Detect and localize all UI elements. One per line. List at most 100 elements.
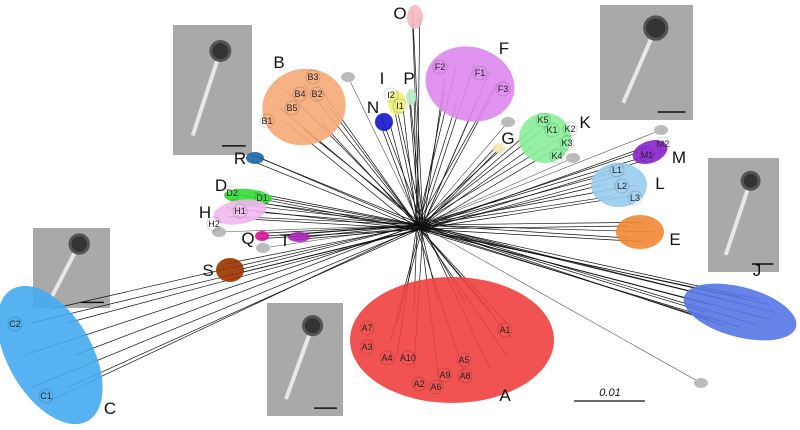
tree-edge	[419, 150, 498, 230]
subgroup-H1-label: H1	[234, 206, 246, 216]
subgroup-circle	[495, 81, 511, 97]
cluster-C-ellipse	[0, 285, 103, 425]
tree-edge	[218, 224, 421, 233]
subgroup-I1-label: I1	[396, 101, 404, 111]
subgroup-F1-label: F1	[475, 68, 486, 78]
subgroup-M2-label: M2	[657, 139, 670, 149]
tree-edge	[244, 204, 421, 226]
cluster-E-label: E	[669, 230, 680, 249]
subgroup-A7-label: A7	[361, 323, 372, 333]
tree-edge	[252, 154, 424, 226]
tree-edge	[422, 228, 710, 320]
tree-edge	[252, 192, 421, 226]
tree-edge	[419, 228, 710, 305]
subgroup-K4-label: K4	[551, 151, 562, 161]
tree-edge	[419, 224, 723, 326]
cluster-O-ellipse	[407, 5, 423, 29]
cluster-O-label: O	[393, 4, 406, 23]
cluster-L-ellipse	[591, 163, 647, 207]
cluster-A-ellipse	[350, 277, 554, 403]
tree-edge	[419, 228, 645, 243]
subgroup-circle	[428, 379, 444, 395]
subgroup-A9-label: A9	[439, 370, 450, 380]
cluster-T-label: T	[280, 231, 290, 250]
cluster-T-ellipse	[288, 232, 310, 242]
unassigned-node	[694, 378, 708, 388]
tree-edge	[416, 16, 421, 226]
cluster-C-label: C	[104, 399, 116, 418]
subgroup-circle	[38, 388, 54, 404]
subgroup-F3-label: F3	[498, 84, 509, 94]
cluster-K-ellipse	[519, 113, 571, 163]
subgroup-circle	[432, 59, 448, 75]
cluster-P-label: P	[403, 69, 414, 88]
subgroup-circle	[609, 162, 625, 178]
cluster-J-ellipse	[683, 283, 797, 341]
unassigned-node	[212, 227, 226, 237]
subgroup-circle	[392, 98, 408, 114]
tree-edge	[380, 126, 421, 230]
tree-edge	[422, 151, 640, 226]
subgroup-circle	[359, 339, 375, 355]
cluster-S-ellipse	[216, 258, 244, 282]
subgroup-circle	[359, 320, 375, 336]
tree-edge	[416, 225, 629, 230]
cluster-H-label: H	[199, 203, 211, 222]
unassigned-node	[654, 125, 668, 135]
cluster-A-label: A	[499, 386, 511, 405]
tree-edge	[412, 10, 424, 226]
subgroup-L1-label: L1	[612, 165, 622, 175]
subgroup-B2-label: B2	[311, 89, 322, 99]
subgroup-M1-label: M1	[641, 150, 654, 160]
tree-edge	[419, 91, 445, 226]
subgroup-circle	[232, 203, 248, 219]
cluster-B-ellipse	[262, 68, 346, 146]
subgroup-circle	[497, 322, 513, 338]
tree-edge	[416, 103, 457, 230]
cluster-K-label: K	[579, 113, 591, 132]
subgroup-circle	[309, 86, 325, 102]
cluster-I-label: I	[380, 69, 385, 88]
phage-micrograph	[267, 303, 343, 416]
subgroup-B1-label: B1	[261, 116, 272, 126]
subgroup-A10-label: A10	[400, 353, 416, 363]
tree-edge	[413, 96, 418, 226]
tree-edge	[409, 101, 421, 230]
tree-edge	[412, 23, 421, 230]
cluster-E-ellipse	[616, 215, 664, 249]
subgroup-K3-label: K3	[561, 138, 572, 148]
subgroup-A5-label: A5	[458, 355, 469, 365]
subgroup-D1-label: D1	[256, 193, 268, 203]
subgroup-A8-label: A8	[459, 371, 470, 381]
cluster-Q-ellipse	[255, 231, 269, 241]
subgroup-I2-label: I2	[387, 90, 395, 100]
cluster-D-label: D	[215, 176, 227, 195]
tree-edge	[416, 184, 603, 230]
subgroup-F2-label: F2	[435, 62, 446, 72]
subgroup-H2-label: H2	[208, 219, 220, 229]
tree-edge	[238, 224, 418, 271]
cluster-F-ellipse	[425, 46, 515, 122]
subgroup-L2-label: L2	[617, 181, 627, 191]
tree-edge	[419, 157, 574, 226]
subgroup-K2-label: K2	[564, 124, 575, 134]
subgroup-circle	[224, 185, 240, 201]
cluster-H-ellipse	[213, 199, 267, 225]
subgroup-circle	[549, 148, 565, 164]
subgroup-circle	[411, 376, 427, 392]
subgroup-circle	[562, 121, 578, 137]
subgroup-circle	[535, 112, 551, 128]
subgroup-circle	[7, 316, 23, 332]
subgroup-circle	[544, 122, 560, 138]
unassigned-node	[501, 117, 515, 127]
subgroup-circle	[305, 69, 321, 85]
unassigned-node	[566, 153, 580, 163]
tree-edge	[422, 145, 498, 226]
tree-edge	[419, 151, 550, 230]
subgroup-circle	[639, 147, 655, 163]
subgroup-K5-label: K5	[537, 115, 548, 125]
tree-edge	[75, 224, 418, 356]
subgroup-circle	[456, 352, 472, 368]
cluster-G-ellipse	[493, 143, 505, 153]
subgroup-circle	[472, 65, 488, 81]
